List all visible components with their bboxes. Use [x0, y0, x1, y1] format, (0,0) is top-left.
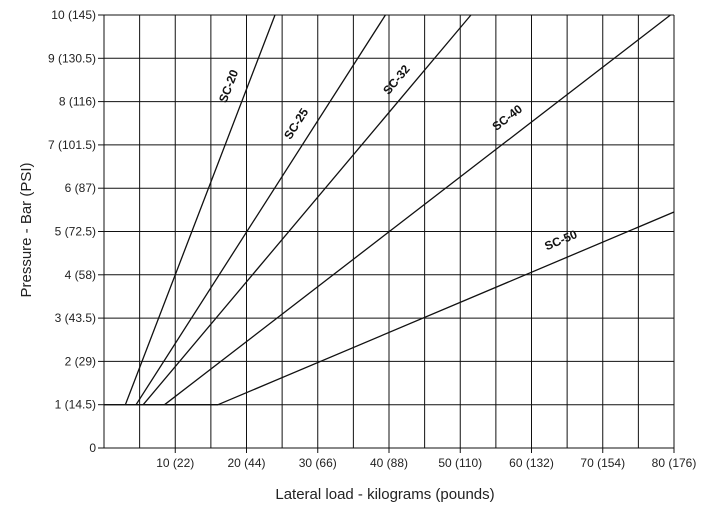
series-lines	[104, 14, 675, 406]
y-tick-label: 10 (145)	[51, 8, 96, 22]
series-label-sc-32: SC-32	[380, 62, 413, 97]
y-tick-label: 2 (29)	[65, 354, 96, 368]
series-label-sc-25: SC-25	[281, 105, 311, 141]
y-tick-label: 4 (58)	[65, 268, 96, 282]
series-label-sc-40: SC-40	[490, 102, 526, 134]
series-label-sc-20: SC-20	[216, 67, 241, 104]
y-tick-label: 9 (130.5)	[48, 51, 96, 65]
x-tick-label: 60 (132)	[509, 456, 554, 470]
series-line-sc-50	[217, 211, 675, 406]
series-line-sc-20	[124, 14, 276, 405]
x-tick-label: 10 (22)	[156, 456, 194, 470]
y-tick-label: 1 (14.5)	[55, 398, 96, 412]
y-tick-label: 0	[89, 441, 96, 455]
x-tick-label: 50 (110)	[438, 456, 482, 470]
x-tick-label: 20 (44)	[227, 456, 265, 470]
series-label-sc-50: SC-50	[542, 227, 579, 253]
y-tick-label: 6 (87)	[65, 181, 96, 195]
x-tick-labels: 10 (22) 20 (44) 30 (66) 40 (88) 50 (110) 60 (…	[156, 456, 696, 470]
y-axis-title: Pressure - Bar (PSI)	[18, 162, 35, 297]
grid	[98, 14, 675, 453]
x-tick-label: 70 (154)	[580, 456, 625, 470]
y-tick-label: 8 (116)	[59, 95, 96, 109]
series-line-sc-25	[135, 14, 386, 406]
x-tick-label: 30 (66)	[299, 456, 337, 470]
y-tick-labels: 0 1 (14.5) 2 (29) 3 (43.5) 4 (58) 5 (72.5) 6 (…	[48, 8, 96, 455]
x-axis-title: Lateral load - kilograms (pounds)	[275, 486, 494, 503]
y-tick-label: 3 (43.5)	[55, 311, 96, 325]
series-line-sc-40	[164, 14, 671, 406]
y-tick-label: 7 (101.5)	[48, 138, 96, 152]
series-line-sc-32	[142, 14, 472, 406]
y-tick-label: 5 (72.5)	[55, 225, 96, 239]
x-tick-label: 40 (88)	[370, 456, 408, 470]
x-tick-label: 80 (176)	[652, 456, 697, 470]
